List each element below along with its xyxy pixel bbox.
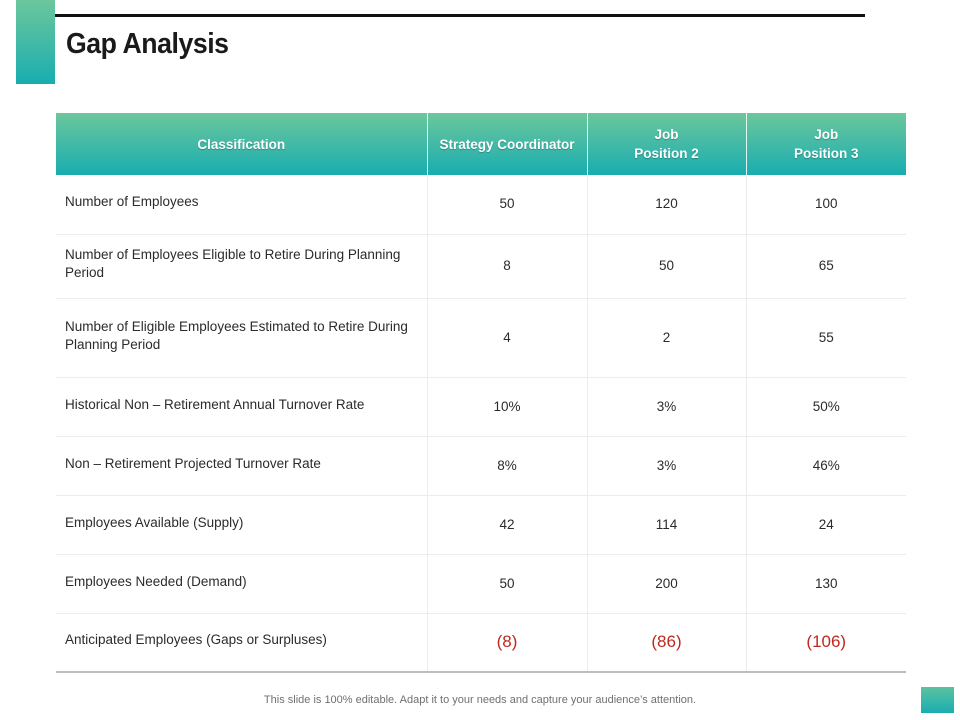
cell-job-position-2: 120 [587, 175, 747, 235]
table-row: Non – Retirement Projected Turnover Rate… [56, 436, 906, 496]
cell-job-position-3: 130 [746, 554, 906, 614]
row-label: Non – Retirement Projected Turnover Rate [56, 436, 428, 496]
cell-strategy-coordinator: 42 [427, 495, 588, 555]
row-label: Number of Employees [56, 175, 428, 235]
cell-job-position-3: 55 [746, 298, 906, 378]
header-job-position-2: Job Position 2 [587, 113, 747, 175]
row-label: Employees Needed (Demand) [56, 554, 428, 614]
cell-job-position-3: 50% [746, 377, 906, 437]
header-classification: Classification [56, 113, 428, 175]
table-row: Number of Eligible Employees Estimated t… [56, 298, 906, 378]
table-row: Employees Available (Supply) 42 114 24 [56, 495, 906, 555]
cell-job-position-2: 114 [587, 495, 747, 555]
table-body: Number of Employees 50 120 100 Number of… [56, 175, 906, 673]
cell-job-position-2: 2 [587, 298, 747, 378]
cell-job-position-3: 46% [746, 436, 906, 496]
table-row: Anticipated Employees (Gaps or Surpluses… [56, 613, 906, 673]
cell-job-position-2: 3% [587, 377, 747, 437]
cell-strategy-coordinator: 50 [427, 175, 588, 235]
table-row: Number of Employees 50 120 100 [56, 175, 906, 235]
cell-job-position-2: (86) [587, 613, 747, 673]
cell-job-position-2: 3% [587, 436, 747, 496]
cell-strategy-coordinator: 8% [427, 436, 588, 496]
cell-job-position-3: (106) [746, 613, 906, 673]
table-row: Employees Needed (Demand) 50 200 130 [56, 554, 906, 614]
row-label: Anticipated Employees (Gaps or Surpluses… [56, 613, 428, 673]
table-row: Number of Employees Eligible to Retire D… [56, 234, 906, 299]
title-accent-block [16, 0, 55, 84]
cell-job-position-3: 100 [746, 175, 906, 235]
cell-strategy-coordinator: 4 [427, 298, 588, 378]
footer-note: This slide is 100% editable. Adapt it to… [263, 694, 697, 706]
cell-strategy-coordinator: 10% [427, 377, 588, 437]
cell-strategy-coordinator: 8 [427, 234, 588, 299]
corner-accent-block [921, 687, 954, 713]
cell-job-position-2: 50 [587, 234, 747, 299]
slide-title: Gap Analysis [66, 28, 229, 60]
row-label: Employees Available (Supply) [56, 495, 428, 555]
header-job-position-3: Job Position 3 [793, 127, 859, 161]
header-row: Classification Strategy Coordinator Job … [56, 113, 906, 175]
row-label: Number of Employees Eligible to Retire D… [56, 234, 428, 299]
row-label: Historical Non – Retirement Annual Turno… [56, 377, 428, 437]
table-row: Historical Non – Retirement Annual Turno… [56, 377, 906, 437]
cell-strategy-coordinator: 50 [427, 554, 588, 614]
row-label: Number of Eligible Employees Estimated t… [56, 298, 428, 378]
header-strategy-coordinator: Strategy Coordinator [427, 113, 588, 175]
top-rule-divider [55, 14, 865, 17]
cell-job-position-3: 24 [746, 495, 906, 555]
gap-analysis-table: Classification Strategy Coordinator Job … [56, 113, 906, 673]
table-header: Classification Strategy Coordinator Job … [56, 113, 906, 175]
cell-job-position-2: 200 [587, 554, 747, 614]
cell-job-position-3: 65 [746, 234, 906, 299]
cell-strategy-coordinator: (8) [427, 613, 588, 673]
